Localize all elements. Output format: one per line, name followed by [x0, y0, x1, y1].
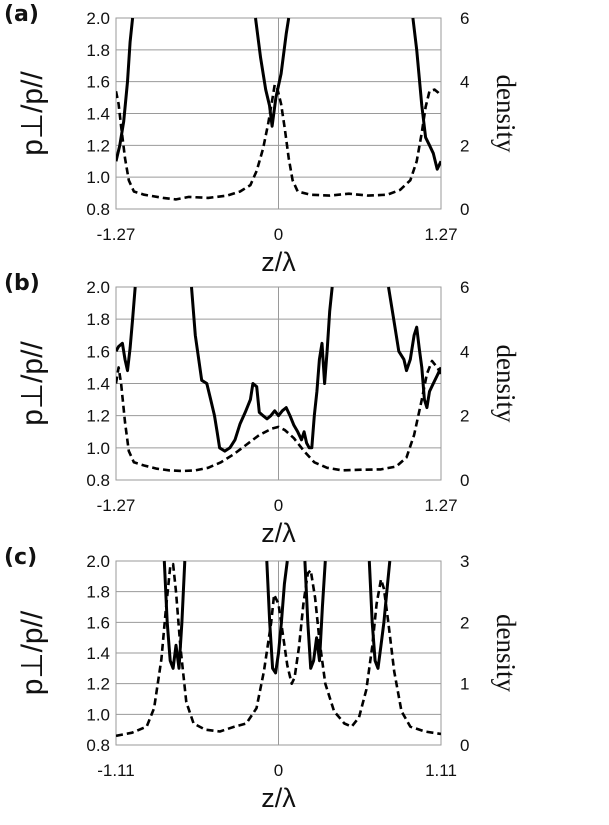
series-pressure-ratio-line — [367, 560, 392, 670]
series-density-line — [116, 83, 441, 201]
y-tick-label: 1.2 — [86, 407, 110, 426]
y2-tick-label: 4 — [460, 73, 469, 92]
x-tick-label: 1.11 — [425, 761, 457, 780]
y-axis-label: p⊥/p// — [16, 71, 49, 156]
y-tick-label: 1.6 — [86, 342, 110, 361]
y2-axis-label: density — [491, 614, 521, 692]
y-tick-label: 1.4 — [86, 375, 110, 394]
plot-frame — [115, 17, 442, 210]
y-tick-label: 1.0 — [86, 439, 110, 458]
y-tick-label: 1.4 — [86, 105, 110, 124]
y-axis-label: p⊥/p// — [16, 610, 49, 695]
series-pressure-ratio-line — [265, 560, 289, 675]
y-tick-label: 1.4 — [86, 644, 110, 663]
y-tick-label: 0.8 — [86, 200, 110, 219]
panel-label: (c) — [4, 545, 37, 570]
plot-frame — [115, 560, 442, 746]
series-density-line — [116, 359, 441, 473]
y2-tick-label: 2 — [460, 407, 469, 426]
y-tick-label: 2.0 — [86, 278, 110, 297]
y-tick-label: 1.8 — [86, 583, 110, 602]
y2-tick-label: 6 — [460, 278, 469, 297]
y2-tick-label: 6 — [460, 9, 469, 28]
x-tick-label: 0 — [274, 496, 283, 515]
x-tick-label: -1.11 — [97, 761, 135, 780]
series-pressure-ratio-line — [387, 286, 441, 410]
y-tick-label: 0.8 — [86, 471, 110, 490]
x-axis-label: z/λ — [261, 247, 296, 277]
y-tick-label: 2.0 — [86, 9, 110, 28]
series-pressure-ratio-line — [116, 17, 135, 162]
y-tick-label: 2.0 — [86, 552, 110, 571]
series-pressure-ratio-line — [303, 560, 327, 670]
x-tick-label: 0 — [274, 225, 283, 244]
panel-label: (a) — [4, 2, 39, 27]
series-pressure-ratio-line — [190, 286, 334, 453]
x-tick-label: -1.27 — [97, 496, 136, 515]
y-tick-label: 1.2 — [86, 136, 110, 155]
series-pressure-ratio-line — [254, 17, 291, 128]
y-tick-label: 1.0 — [86, 705, 110, 724]
series-pressure-ratio-line — [411, 17, 441, 171]
y2-tick-label: 0 — [460, 736, 469, 755]
y2-tick-label: 2 — [460, 136, 469, 155]
y2-axis-label: density — [491, 345, 521, 423]
y-axis-label: p⊥/p// — [16, 341, 49, 426]
y-tick-label: 1.8 — [86, 310, 110, 329]
y-tick-label: 1.2 — [86, 675, 110, 694]
y2-tick-label: 0 — [460, 471, 469, 490]
series-density-line — [116, 562, 441, 738]
y2-axis-label: density — [491, 75, 521, 153]
series-pressure-ratio-line — [162, 560, 187, 670]
y2-tick-label: 1 — [460, 675, 469, 694]
x-tick-label: -1.27 — [97, 225, 136, 244]
y-tick-label: 1.0 — [86, 168, 110, 187]
x-axis-label: z/λ — [261, 783, 296, 813]
x-tick-label: 1.27 — [424, 225, 457, 244]
y-tick-label: 0.8 — [86, 736, 110, 755]
y2-tick-label: 0 — [460, 200, 469, 219]
panel-label: (b) — [4, 271, 40, 296]
x-axis-label: z/λ — [261, 518, 296, 548]
x-tick-label: 1.27 — [424, 496, 457, 515]
y2-tick-label: 4 — [460, 342, 469, 361]
y-tick-label: 1.6 — [86, 613, 110, 632]
series-pressure-ratio-line — [116, 286, 137, 373]
y-tick-label: 1.8 — [86, 41, 110, 60]
x-tick-label: 0 — [274, 761, 283, 780]
y2-tick-label: 2 — [460, 613, 469, 632]
y2-tick-label: 3 — [460, 552, 469, 571]
y-tick-label: 1.6 — [86, 73, 110, 92]
